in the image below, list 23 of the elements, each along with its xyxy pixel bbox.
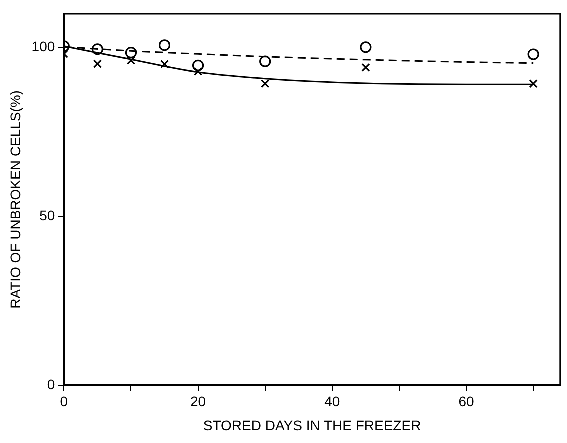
y-tick-label: 0 bbox=[47, 376, 56, 392]
point bbox=[125, 47, 138, 59]
point bbox=[192, 60, 204, 72]
x-tick-label: 20 bbox=[190, 394, 206, 410]
point bbox=[160, 60, 170, 69]
point bbox=[529, 80, 538, 88]
point bbox=[194, 67, 203, 76]
y-tick-label: 50 bbox=[40, 207, 56, 224]
y-tick-label: 100 bbox=[32, 38, 56, 55]
point bbox=[360, 42, 372, 54]
x-axis-title: STORED DAYS IN THE FREEZER bbox=[203, 417, 422, 434]
y-axis-title: RATIO OF UNBROKEN CELLS(%) bbox=[7, 90, 24, 309]
point bbox=[92, 44, 104, 56]
point bbox=[528, 48, 540, 60]
point bbox=[260, 56, 272, 68]
point bbox=[261, 80, 270, 88]
x-tick-label: 60 bbox=[458, 394, 475, 410]
point bbox=[362, 63, 370, 72]
x-tick-label: 0 bbox=[60, 394, 68, 410]
x-tick-label: 40 bbox=[324, 394, 340, 410]
point bbox=[93, 60, 102, 68]
point bbox=[158, 40, 171, 52]
point bbox=[126, 56, 136, 65]
